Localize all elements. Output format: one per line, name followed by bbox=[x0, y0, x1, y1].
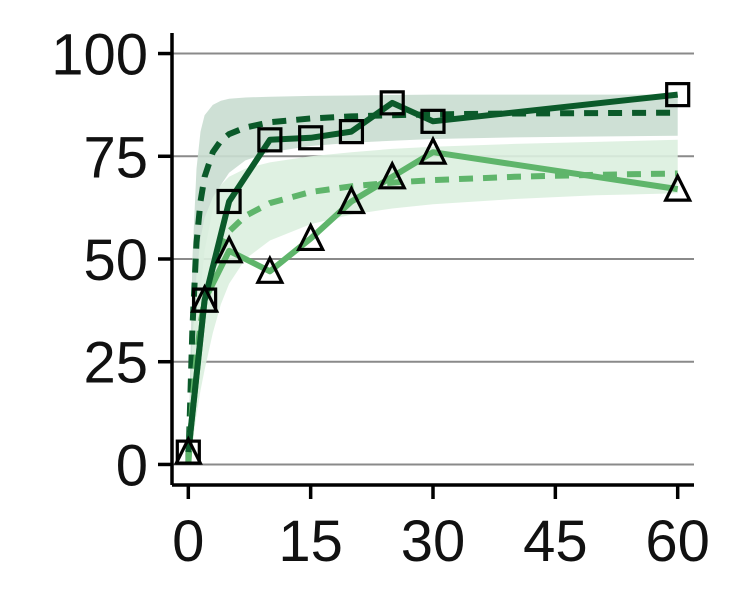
fit-line-1 bbox=[185, 109, 678, 465]
series-line-square bbox=[185, 91, 679, 453]
square-marker bbox=[216, 188, 242, 215]
x-tick-label-15: 15 bbox=[278, 509, 343, 574]
series-line-triangle bbox=[185, 149, 679, 453]
x-tick-label-0: 0 bbox=[172, 509, 204, 574]
triangle-marker bbox=[418, 135, 448, 165]
square-marker bbox=[665, 82, 691, 108]
x-tick-label-45: 45 bbox=[523, 509, 588, 574]
y-tick-label-25: 25 bbox=[83, 331, 148, 396]
triangle-marker bbox=[336, 184, 367, 215]
y-tick-label-75: 75 bbox=[83, 125, 148, 190]
square-marker bbox=[338, 119, 365, 145]
square-marker bbox=[420, 108, 446, 134]
confidence-band-2 bbox=[188, 139, 678, 465]
y-tick-label-50: 50 bbox=[83, 228, 148, 293]
triangle-marker bbox=[214, 234, 244, 264]
x-tick-label-30: 30 bbox=[401, 509, 466, 574]
y-tick-label-0: 0 bbox=[116, 433, 148, 498]
square-marker bbox=[298, 125, 324, 151]
x-tick-label-60: 60 bbox=[645, 509, 710, 574]
triangle-marker bbox=[255, 254, 285, 284]
triangle-marker bbox=[296, 221, 326, 252]
triangle-marker bbox=[663, 172, 693, 202]
triangle-marker bbox=[377, 160, 407, 190]
square-marker bbox=[379, 90, 405, 116]
square-marker bbox=[192, 287, 218, 313]
square-marker bbox=[175, 439, 201, 465]
square-marker bbox=[257, 127, 283, 153]
y-tick-label-100: 100 bbox=[51, 23, 148, 88]
